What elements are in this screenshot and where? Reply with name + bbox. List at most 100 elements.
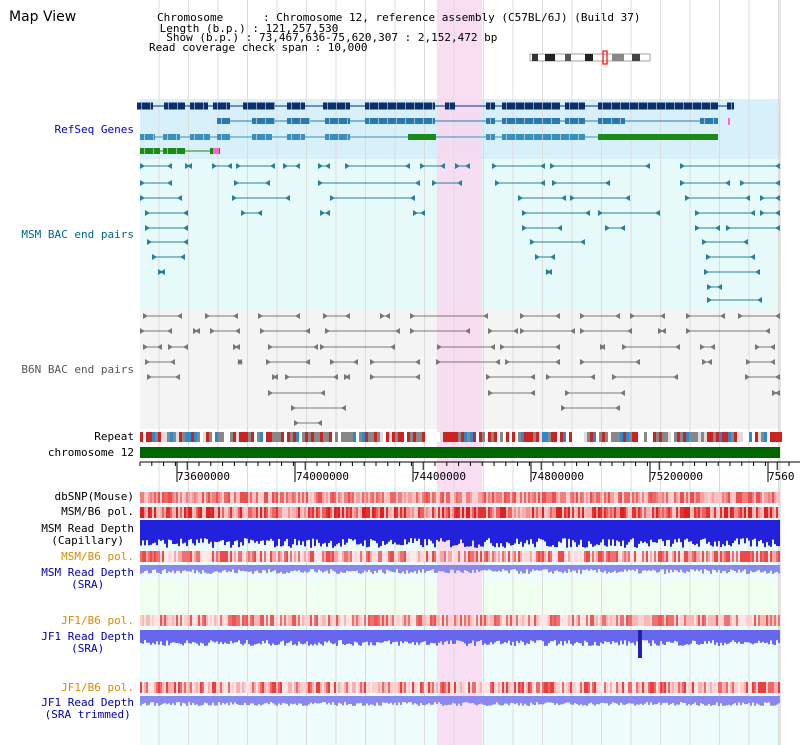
msm-read-depth-capillary-bar — [642, 520, 644, 543]
jf1-read-depth-trimmed-bar — [520, 696, 522, 704]
dbsnp-heat-cell — [588, 492, 590, 503]
msm-b6-pol-cell — [244, 507, 246, 518]
msm-b6-pol-2-cell — [674, 551, 676, 562]
exon-divider — [274, 118, 275, 124]
msm-read-depth-sra-bar — [390, 565, 392, 572]
msm-read-depth-capillary-bar — [604, 520, 606, 546]
repeat-label: Repeat — [94, 430, 134, 443]
jf1-read-depth-sra-bar — [318, 630, 320, 643]
msm-b6-pol-2-cell — [194, 551, 196, 562]
repeat-block — [389, 432, 392, 442]
jf1-b6-pol-cell — [738, 615, 740, 626]
jf1-b6-pol-cell — [758, 615, 760, 626]
repeat-block — [713, 432, 716, 442]
exon-divider — [221, 118, 222, 124]
repeat-block — [233, 432, 236, 442]
msm-b6-pol-2-cell — [202, 551, 204, 562]
jf1-read-depth-sra-bar — [700, 630, 702, 644]
repeat-block — [359, 432, 362, 442]
dbsnp-heat-cell — [594, 492, 596, 503]
jf1-read-depth-trimmed-bar — [750, 696, 752, 706]
msm-read-depth-sra-bar — [394, 565, 396, 573]
msm-read-depth-capillary-bar — [602, 520, 604, 540]
exon-divider — [167, 148, 168, 154]
jf1-read-depth-sra-bar — [746, 630, 748, 643]
dbsnp-heat-cell — [456, 492, 458, 503]
msm-bac-pair-end — [455, 163, 460, 169]
msm-b6-pol-cell — [550, 507, 552, 518]
jf1-b6-pol-cell — [568, 615, 570, 626]
exon-divider — [300, 102, 301, 110]
jf1-read-depth-sra-bar — [772, 630, 774, 645]
jf1-b6-pol-2-cell — [662, 682, 664, 693]
dbsnp-heat-cell — [188, 492, 190, 503]
jf1-read-depth-trimmed-bar — [362, 696, 364, 706]
jf1-b6-pol-cell — [666, 615, 668, 626]
exon-divider — [524, 118, 525, 124]
dbsnp-heat-cell — [508, 492, 510, 503]
msm-b6-pol-2-cell — [152, 551, 154, 562]
msm-b6-pol-2-cell — [746, 551, 748, 562]
jf1-b6-pol-cell — [194, 615, 196, 626]
msm-read-depth-capillary-bar — [688, 520, 690, 542]
msm-read-depth-capillary-bar — [386, 520, 388, 544]
msm-b6-pol-2-cell — [668, 551, 670, 562]
msm-read-depth-sra-bar — [666, 565, 668, 570]
jf1-b6-pol-2-cell — [556, 682, 558, 693]
jf1-read-depth-sra-bar — [200, 630, 202, 643]
msm-read-depth-capillary-bar — [322, 520, 324, 544]
dbsnp-heat-cell — [420, 492, 422, 503]
jf1-b6-pol-cell — [356, 615, 358, 626]
b6n-bac-pair-end — [415, 374, 420, 380]
msm-read-depth-sra-bar — [396, 565, 398, 570]
msm-b6-pol-2-cell — [330, 551, 332, 562]
msm-read-depth-capillary-bar — [592, 520, 594, 547]
msm-b6-pol-2-cell — [430, 551, 432, 562]
dbsnp-heat-cell — [406, 492, 408, 503]
jf1-b6-pol-cell — [468, 615, 470, 626]
exon-divider — [692, 102, 693, 110]
msm-bac-pair-end — [410, 195, 415, 201]
exon-divider — [144, 148, 145, 154]
msm-read-depth-sra-bar — [256, 565, 258, 571]
dbsnp-heat-cell — [586, 492, 588, 503]
jf1-b6-pol-cell — [542, 615, 544, 626]
jf1-read-depth-sra-bar — [484, 630, 486, 644]
msm-bac-pair-end — [760, 210, 765, 216]
jf1-read-depth-trimmed-bar — [764, 696, 766, 703]
dbsnp-heat-cell — [612, 492, 614, 503]
jf1-b6-pol-cell — [496, 615, 498, 626]
gene-exon — [243, 102, 275, 110]
jf1-b6-pol-cell — [374, 615, 376, 626]
jf1-b6-pol-2-cell — [368, 682, 370, 693]
msm-b6-pol-2-cell — [772, 551, 774, 562]
dbsnp-heat-cell — [184, 492, 186, 503]
b6n-bac-pair-end — [305, 359, 310, 365]
msm-b6-pol-cell — [652, 507, 654, 518]
jf1-read-depth-sra-bar — [608, 630, 610, 642]
b6n-bac-pair-end — [745, 374, 750, 380]
dbsnp-heat-cell — [548, 492, 550, 503]
msm-b6-pol-2-cell — [258, 551, 260, 562]
msm-read-depth-capillary-bar — [534, 520, 536, 548]
jf1-b6-pol-cell — [418, 615, 420, 626]
repeat-block — [401, 432, 404, 442]
msm-bac-pair-end — [270, 163, 275, 169]
msm-bac-pair-end — [726, 225, 731, 231]
msm-read-depth-sra-bar — [460, 565, 462, 573]
exon-divider — [533, 118, 534, 124]
jf1-b6-pol-cell — [706, 615, 708, 626]
jf1-b6-pol-2-cell — [540, 682, 542, 693]
dbsnp-heat-cell — [710, 492, 712, 503]
jf1-b6-pol-2-cell — [388, 682, 390, 693]
jf1-b6-pol-2-cell — [382, 682, 384, 693]
msm-read-depth-capillary-bar — [334, 520, 336, 547]
msm-b6-pol-2-cell — [226, 551, 228, 562]
jf1-b6-pol-cell — [462, 615, 464, 626]
msm-read-depth-capillary-bar — [240, 520, 242, 543]
msm-b6-pol-cell — [490, 507, 492, 518]
msm-read-depth-sra-bar — [152, 565, 154, 570]
jf1-b6-pol-2-cell — [576, 682, 578, 693]
jf1-read-depth-trimmed-bar — [568, 696, 570, 703]
